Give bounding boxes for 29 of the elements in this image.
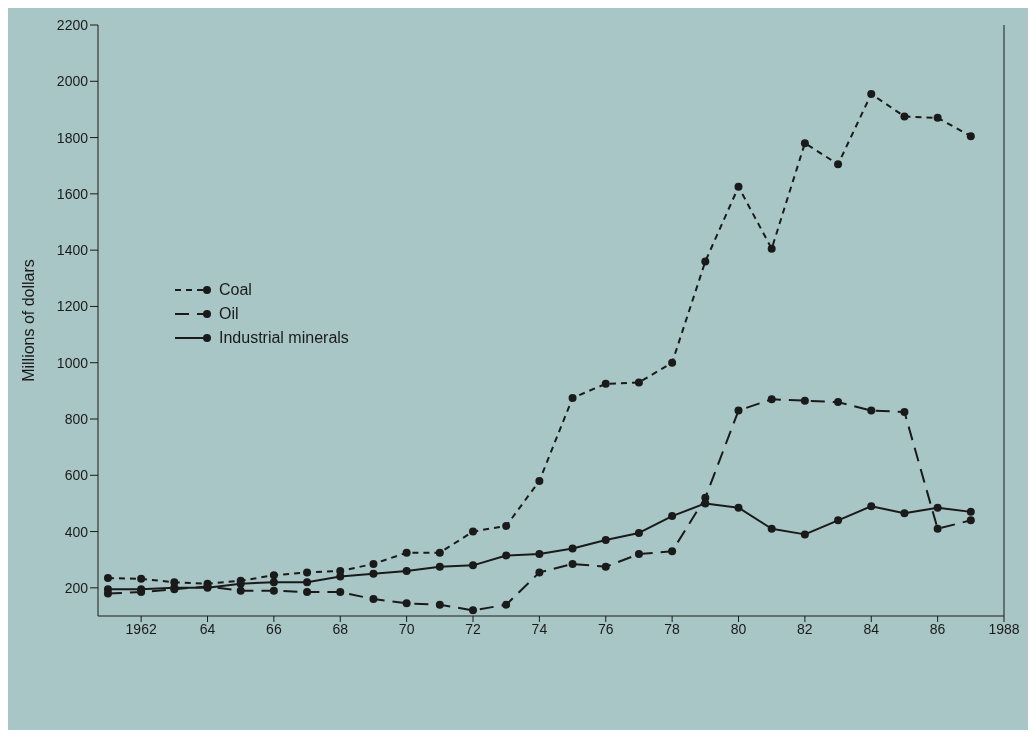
y-tick-label: 1400: [56, 242, 89, 259]
x-tick-label: 76: [597, 620, 614, 637]
x-tick-label: 86: [929, 620, 946, 637]
y-axis-title: Millions of dollars: [19, 259, 37, 382]
y-tick-label: 400: [64, 523, 89, 540]
y-tick-label: 200: [64, 579, 89, 596]
y-tick-label: 800: [64, 410, 89, 427]
legend-label: Oil: [219, 305, 239, 323]
x-tick-label: 64: [199, 620, 216, 637]
y-tick-label: 2200: [56, 16, 89, 33]
x-tick-label: 66: [266, 620, 282, 637]
x-tick-label: 72: [465, 620, 482, 637]
legend-label: Industrial minerals: [219, 329, 349, 347]
y-tick-label: 600: [64, 467, 89, 484]
y-tick-label: 1800: [56, 129, 89, 146]
y-tick-label: 1000: [56, 354, 89, 371]
x-tick-label: 68: [332, 620, 349, 637]
x-tick-label: 74: [531, 620, 548, 637]
y-tick-label: 1600: [56, 185, 89, 202]
x-tick-label: 80: [730, 620, 747, 637]
x-tick-label: 1962: [125, 620, 157, 637]
x-tick-label: 1988: [988, 620, 1020, 637]
y-tick-label: 1200: [56, 298, 89, 315]
x-tick-label: 82: [797, 620, 813, 637]
x-tick-label: 78: [664, 620, 681, 637]
legend-label: Coal: [219, 281, 252, 299]
y-tick-label: 2000: [56, 73, 89, 90]
x-tick-label: 70: [398, 620, 415, 637]
x-tick-label: 84: [863, 620, 880, 637]
